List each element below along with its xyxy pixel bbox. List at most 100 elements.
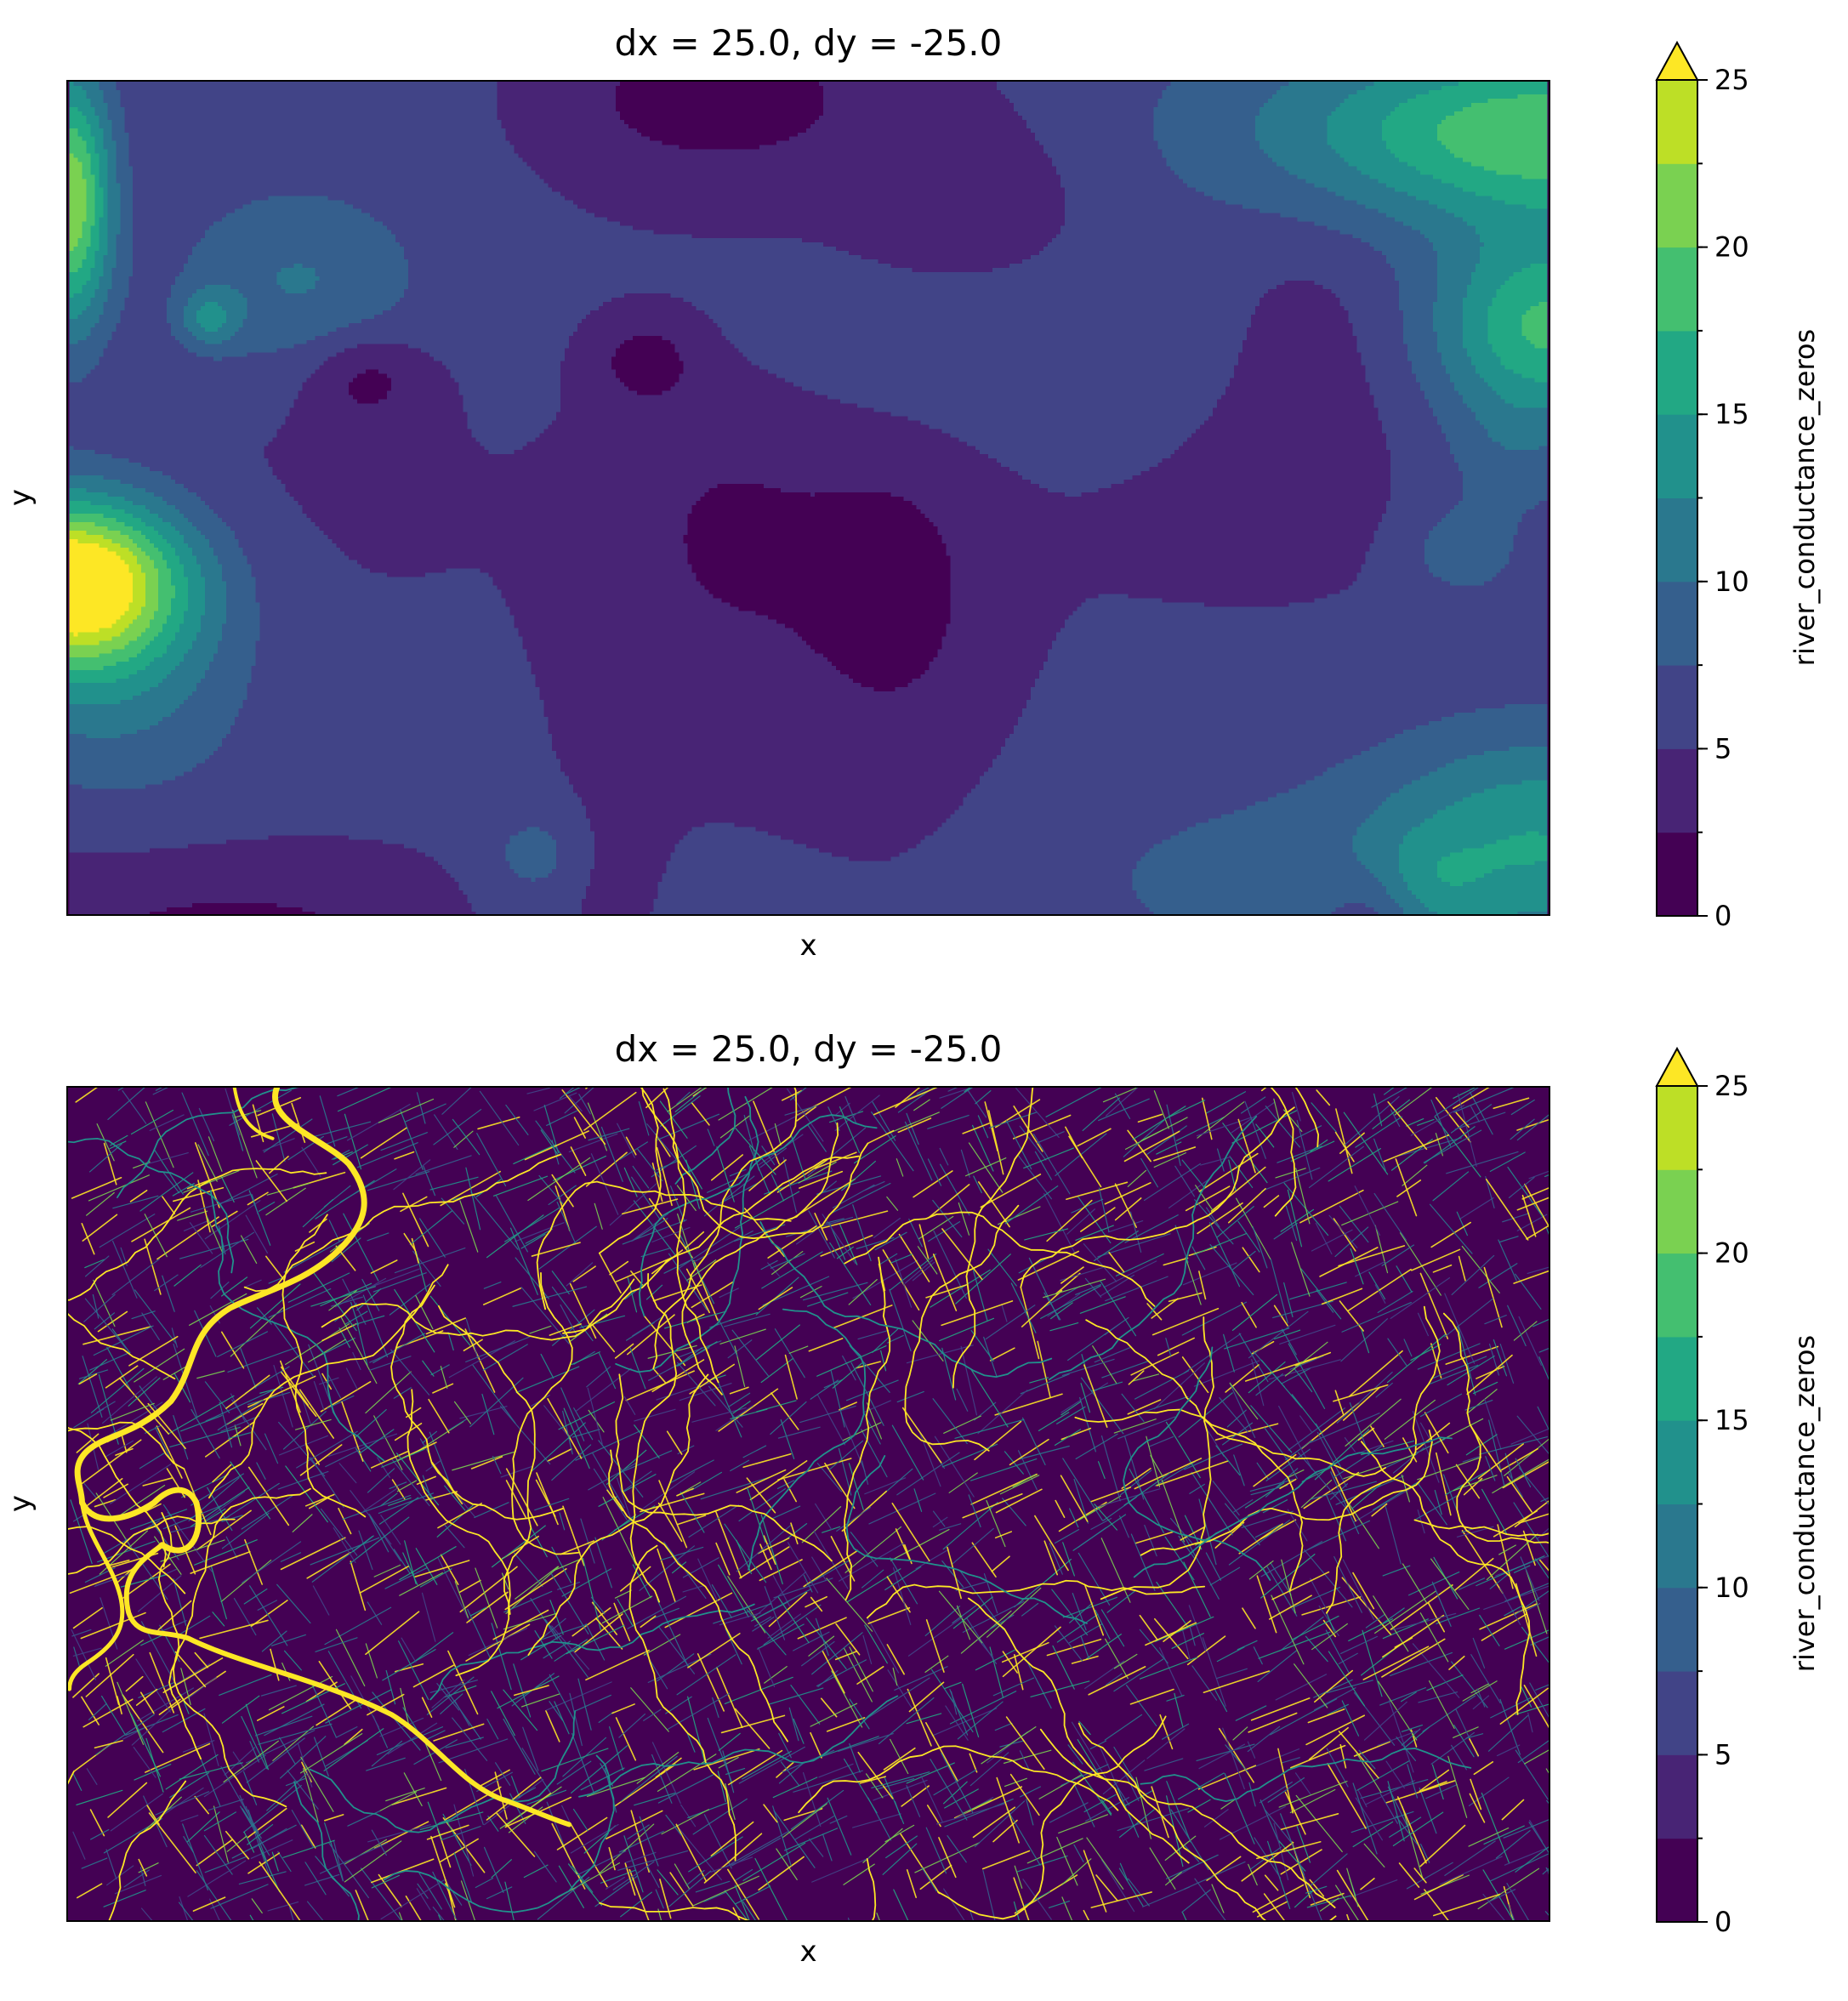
minor-channel bbox=[247, 1823, 274, 1845]
minor-channel bbox=[238, 1871, 287, 1885]
minor-channel bbox=[444, 1525, 465, 1549]
minor-channel bbox=[1339, 1300, 1364, 1332]
minor-channel bbox=[318, 1660, 352, 1710]
minor-channel bbox=[255, 1715, 313, 1737]
minor-channel bbox=[542, 1617, 566, 1639]
minor-channel bbox=[404, 1540, 417, 1584]
stream bbox=[68, 1313, 176, 1380]
minor-channel bbox=[105, 1657, 120, 1706]
minor-channel bbox=[774, 1123, 782, 1146]
minor-channel bbox=[839, 1401, 857, 1411]
minor-channel bbox=[632, 1313, 668, 1337]
minor-channel bbox=[1275, 1168, 1306, 1179]
minor-channel bbox=[1466, 1389, 1498, 1414]
minor-channel bbox=[378, 1098, 435, 1123]
minor-channel bbox=[624, 1851, 657, 1864]
minor-channel bbox=[1181, 1301, 1248, 1336]
minor-channel bbox=[1162, 1723, 1190, 1740]
minor-channel bbox=[827, 1797, 852, 1856]
minor-channel bbox=[500, 1465, 533, 1478]
minor-channel bbox=[1231, 1110, 1298, 1144]
minor-channel bbox=[1209, 1244, 1254, 1296]
minor-channel bbox=[810, 1596, 823, 1612]
minor-channel bbox=[1321, 1288, 1363, 1305]
minor-channel bbox=[1489, 1151, 1526, 1173]
minor-channel bbox=[543, 1640, 571, 1659]
stream bbox=[952, 1088, 1034, 1389]
minor-channel bbox=[380, 1879, 446, 1920]
minor-channel bbox=[459, 1200, 479, 1253]
minor-channel bbox=[1280, 1813, 1339, 1831]
minor-channel bbox=[1342, 1386, 1381, 1421]
minor-channel bbox=[620, 1755, 678, 1802]
stream bbox=[108, 1780, 187, 1920]
minor-channel bbox=[221, 1176, 235, 1203]
minor-channel bbox=[319, 1095, 336, 1147]
minor-channel bbox=[1417, 1456, 1482, 1481]
stream bbox=[674, 1088, 736, 1185]
minor-channel bbox=[1100, 1435, 1121, 1502]
minor-channel bbox=[760, 1259, 778, 1271]
minor-channel bbox=[1002, 1626, 1061, 1678]
minor-channel bbox=[1252, 1884, 1305, 1913]
minor-channel bbox=[852, 1813, 901, 1828]
minor-channel bbox=[871, 1111, 914, 1172]
minor-channel bbox=[563, 1088, 581, 1096]
minor-channel bbox=[199, 1619, 269, 1640]
minor-channel bbox=[520, 1233, 546, 1249]
minor-channel bbox=[1241, 1301, 1257, 1328]
minor-channel bbox=[233, 1110, 262, 1118]
minor-channel bbox=[1220, 1799, 1237, 1810]
minor-channel bbox=[734, 1345, 746, 1388]
minor-channel bbox=[680, 1804, 697, 1828]
minor-channel bbox=[1084, 1660, 1125, 1690]
minor-channel bbox=[1146, 1728, 1186, 1759]
minor-channel bbox=[144, 1503, 162, 1513]
minor-channel bbox=[111, 1240, 138, 1299]
minor-channel bbox=[594, 1617, 623, 1650]
minor-channel bbox=[718, 1318, 738, 1357]
minor-channel bbox=[202, 1491, 246, 1522]
minor-channel bbox=[551, 1625, 590, 1670]
minor-channel bbox=[571, 1429, 600, 1438]
minor-channel bbox=[319, 1377, 339, 1385]
minor-channel bbox=[1002, 1651, 1019, 1674]
minor-channel bbox=[625, 1136, 637, 1156]
minor-channel bbox=[72, 1773, 82, 1791]
minor-channel bbox=[994, 1099, 1041, 1128]
minor-channel bbox=[230, 1393, 246, 1422]
stream bbox=[681, 1122, 839, 1396]
minor-channel bbox=[122, 1694, 164, 1754]
minor-channel bbox=[802, 1282, 868, 1301]
minor-channel bbox=[1182, 1262, 1237, 1286]
minor-channel bbox=[340, 1316, 378, 1384]
minor-channel bbox=[693, 1748, 760, 1771]
minor-channel bbox=[482, 1344, 528, 1371]
stream bbox=[243, 1153, 562, 1293]
minor-channel bbox=[628, 1868, 650, 1920]
minor-channel bbox=[179, 1762, 243, 1780]
minor-channel bbox=[645, 1088, 669, 1109]
minor-channel bbox=[86, 1768, 98, 1785]
minor-channel bbox=[1501, 1799, 1525, 1821]
minor-channel bbox=[390, 1458, 430, 1507]
minor-channel bbox=[1357, 1427, 1375, 1441]
minor-channel bbox=[1447, 1355, 1495, 1386]
minor-channel bbox=[932, 1253, 958, 1311]
minor-channel bbox=[468, 1628, 528, 1657]
minor-channel bbox=[1307, 1708, 1345, 1724]
minor-channel bbox=[521, 1748, 551, 1794]
minor-channel bbox=[964, 1088, 971, 1093]
minor-channel bbox=[703, 1833, 763, 1884]
minor-channel bbox=[1506, 1882, 1530, 1920]
stream bbox=[1442, 1312, 1549, 1544]
minor-channel bbox=[964, 1157, 1007, 1177]
minor-channel bbox=[855, 1361, 881, 1369]
minor-channel bbox=[887, 1669, 915, 1712]
minor-channel bbox=[1390, 1584, 1453, 1630]
minor-channel bbox=[1119, 1862, 1129, 1881]
minor-channel bbox=[1392, 1447, 1424, 1474]
minor-channel bbox=[1468, 1776, 1510, 1807]
minor-channel bbox=[1290, 1744, 1346, 1769]
minor-channel bbox=[422, 1430, 438, 1444]
